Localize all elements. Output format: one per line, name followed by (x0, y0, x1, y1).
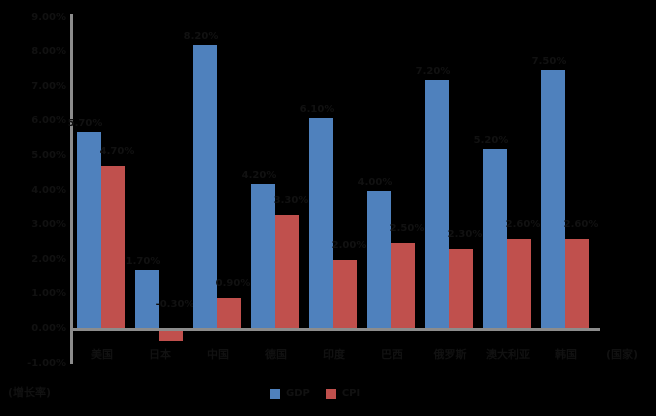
value-label-gdp: 8.20% (183, 31, 219, 43)
value-label-gdp: 4.00% (357, 176, 393, 188)
value-label-cpi: 3.30% (273, 194, 309, 206)
bar-gdp (367, 190, 391, 329)
y-tick-label: 5.00% (31, 150, 66, 161)
bar-gdp (77, 131, 101, 329)
value-label-cpi: 0.90% (215, 277, 251, 289)
bar-gdp (483, 149, 507, 329)
y-axis-line (70, 14, 73, 364)
value-label-cpi: 2.60% (505, 219, 541, 231)
y-tick-label: 3.00% (31, 219, 66, 231)
y-axis-unit-label: (增长率) (8, 386, 52, 399)
x-category-label: 日本 (149, 348, 171, 361)
y-tick-label: 4.00% (31, 184, 66, 196)
value-label-cpi: 2.50% (389, 222, 425, 234)
value-label-gdp: 7.50% (531, 55, 567, 67)
legend-swatch-gdp (270, 388, 280, 399)
bar-gdp (541, 69, 565, 329)
x-category-label: 德国 (265, 348, 287, 361)
y-tick-label: 1.00% (31, 288, 66, 300)
value-label-cpi: 2.60% (563, 219, 599, 231)
bar-cpi (391, 242, 415, 329)
y-tick-label: 2.00% (31, 253, 66, 265)
bar-gdp (309, 117, 333, 329)
value-label-gdp: 5.70% (67, 117, 103, 129)
y-tick-label: 6.00% (31, 115, 66, 127)
x-category-label: 韩国 (555, 348, 577, 361)
y-tick-label: 0.00% (31, 323, 66, 334)
legend-label-gdp: GDP (286, 388, 310, 399)
value-label-gdp: 1.70% (125, 256, 161, 268)
x-category-label: 中国 (207, 348, 229, 361)
legend-label-cpi: CPI (341, 388, 361, 399)
bar-cpi (217, 297, 241, 329)
bar-cpi (101, 166, 125, 329)
value-label-gdp: 5.20% (473, 135, 509, 147)
x-axis-unit-label: (国家) (606, 348, 639, 361)
bar-cpi (159, 331, 183, 342)
x-category-label: 俄罗斯 (433, 348, 467, 361)
value-label-cpi: 4.70% (99, 146, 135, 158)
bar-gdp (193, 45, 217, 329)
x-category-label: 美国 (91, 348, 113, 361)
x-category-label: 澳大利亚 (486, 348, 530, 361)
bar-gdp (251, 183, 275, 329)
value-label-gdp: 4.20% (241, 169, 277, 181)
y-tick-label: -1.00% (27, 357, 66, 369)
y-tick-label: 7.00% (31, 80, 66, 92)
value-label-gdp: 7.20% (415, 65, 451, 77)
bar-cpi (565, 239, 589, 329)
bar-gdp (425, 79, 449, 329)
bar-cpi (507, 239, 531, 329)
bar-gdp (135, 270, 159, 329)
x-category-label: 印度 (323, 348, 345, 361)
y-tick-label: 9.00% (31, 11, 66, 23)
bar-cpi (333, 259, 357, 329)
value-label-gdp: 6.10% (299, 103, 335, 115)
value-label-cpi: 2.00% (331, 239, 367, 251)
bar-cpi (275, 214, 299, 329)
x-axis-zero-line (70, 328, 600, 331)
legend: GDP CPI (270, 388, 370, 399)
x-category-label: 巴西 (381, 348, 403, 361)
bar-cpi (449, 249, 473, 329)
y-tick-label: 8.00% (31, 46, 66, 58)
legend-swatch-cpi (325, 388, 336, 399)
value-label-cpi: 2.30% (447, 229, 483, 241)
value-label-cpi: -0.30% (155, 299, 195, 310)
